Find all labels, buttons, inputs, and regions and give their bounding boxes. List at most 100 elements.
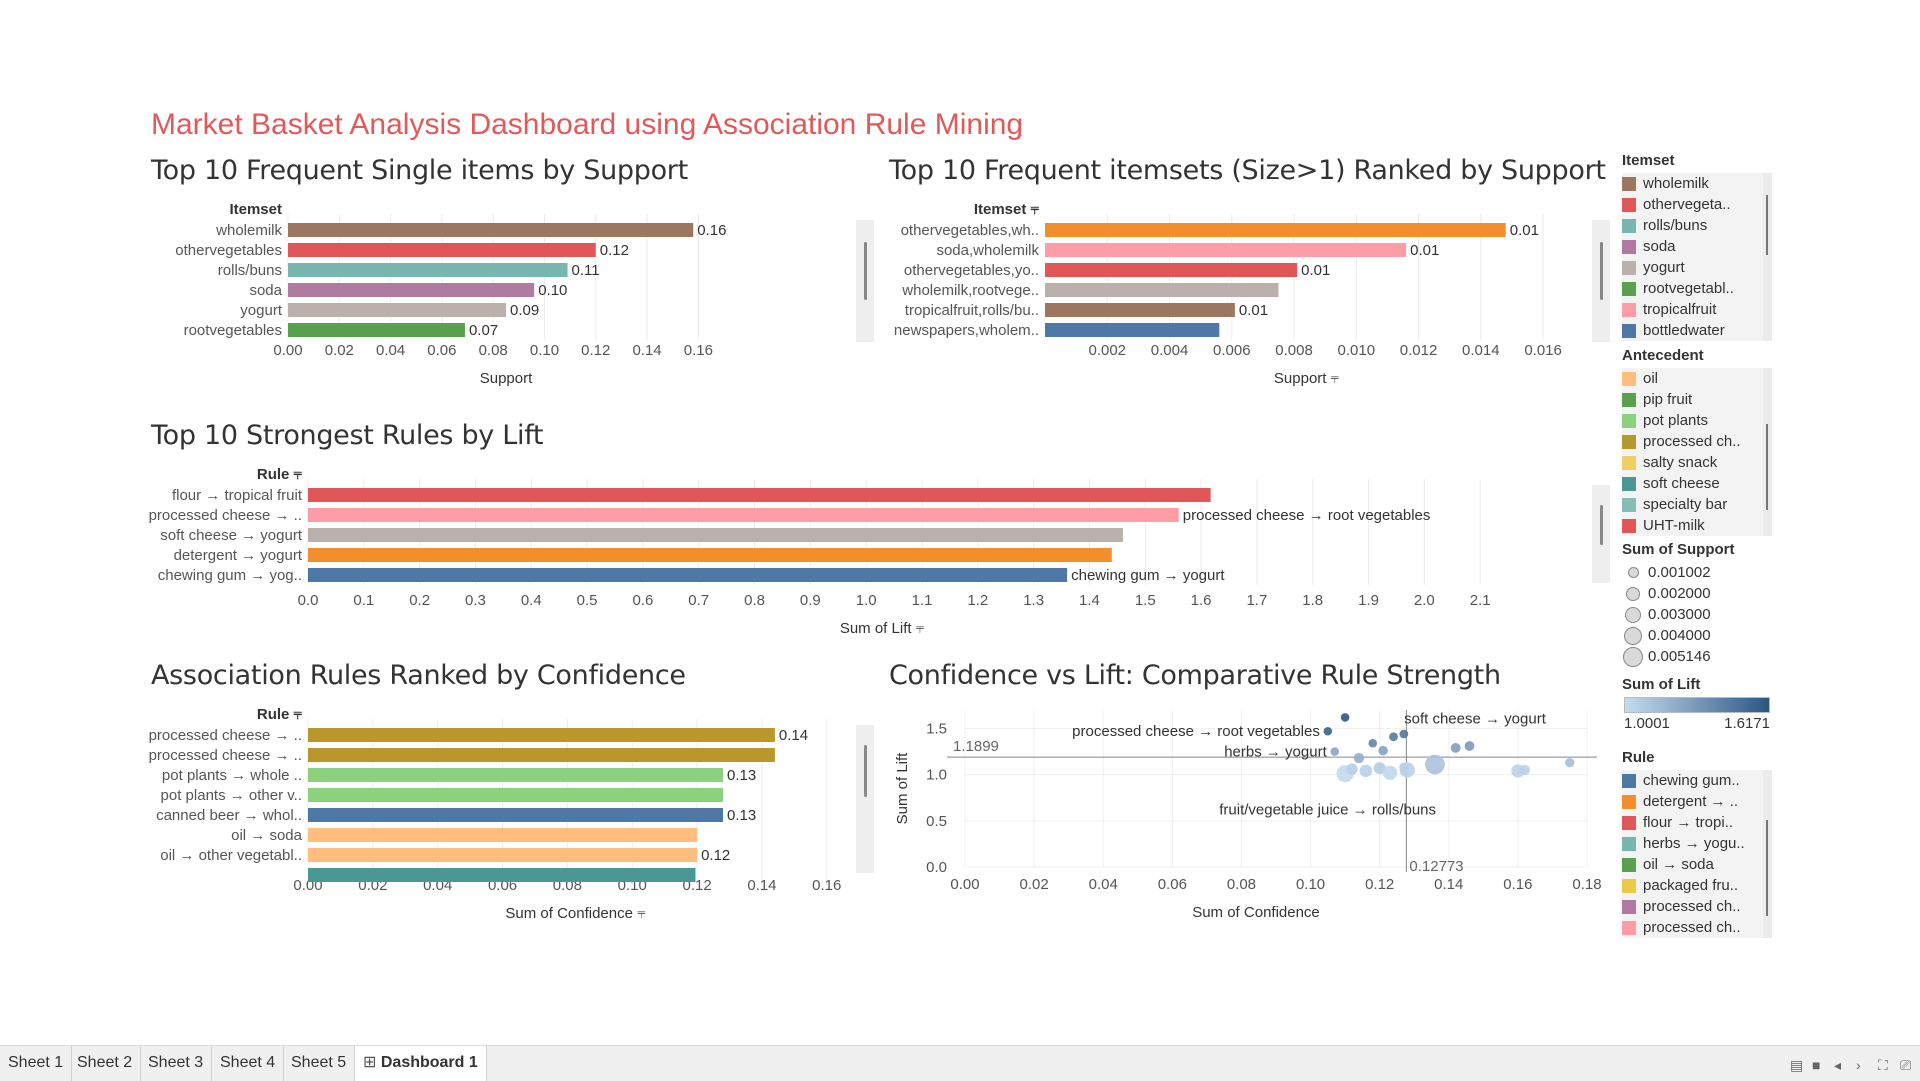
itemsets-support-chart[interactable]: 0.002 0.004 0.006 0.008 0.010 0.012 0.014 0.016… bbox=[880, 195, 1600, 405]
x-tick-label: 0.0 bbox=[298, 592, 319, 609]
fullscreen-icon[interactable]: ⛶ bbox=[1878, 1057, 1888, 1073]
data-label: 0.13 bbox=[727, 807, 756, 824]
legend-item: 0.001002 bbox=[1622, 562, 1772, 583]
confidence-chart-scrollbar[interactable] bbox=[856, 725, 874, 873]
x-tick-label: 1.9 bbox=[1358, 592, 1379, 609]
bar bbox=[308, 728, 775, 742]
x-tick-label: 0.014 bbox=[1462, 342, 1500, 359]
legend-item[interactable]: tropicalfruit bbox=[1622, 299, 1772, 320]
legend-label: flour → tropi.. bbox=[1643, 814, 1734, 831]
legend-item[interactable]: soda bbox=[1622, 236, 1772, 257]
legend-list[interactable]: chewing gum.. detergent → .. flour → tropi… bbox=[1622, 770, 1772, 938]
x-tick-label: 0.16 bbox=[1503, 876, 1532, 893]
dimension-header: Itemset bbox=[229, 201, 282, 218]
bar bbox=[288, 263, 568, 277]
legend-item[interactable]: processed ch.. bbox=[1622, 917, 1772, 938]
single-chart-scrollbar[interactable] bbox=[856, 220, 874, 342]
show-tabs-icon[interactable]: ■ bbox=[1812, 1057, 1821, 1073]
itemsets-chart-scrollbar[interactable] bbox=[1592, 220, 1610, 342]
legend-item[interactable]: rolls/buns bbox=[1622, 215, 1772, 236]
dashboard-title: Market Basket Analysis Dashboard using A… bbox=[151, 108, 1024, 141]
scroll-thumb[interactable] bbox=[1600, 242, 1603, 300]
lift-chart-scrollbar[interactable] bbox=[1592, 485, 1610, 583]
x-axis-title: Support bbox=[480, 370, 533, 387]
legend-label: soda bbox=[1643, 238, 1676, 255]
x-tick-label: 0.18 bbox=[1572, 876, 1601, 893]
legend-item[interactable]: oil bbox=[1622, 368, 1772, 389]
legend-item[interactable]: pip fruit bbox=[1622, 389, 1772, 410]
scroll-thumb[interactable] bbox=[864, 745, 867, 797]
x-axis-title: Sum of Lift ⫧ bbox=[840, 620, 924, 637]
x-tick-label: 0.00 bbox=[273, 342, 302, 359]
legend-label: bottledwater bbox=[1643, 322, 1725, 339]
legend-list[interactable]: oil pip fruit pot plants processed ch.. salt… bbox=[1622, 368, 1772, 536]
legend-item[interactable]: bottledwater bbox=[1622, 320, 1772, 341]
x-tick-label: 0.008 bbox=[1275, 342, 1313, 359]
legend-label: 0.002000 bbox=[1648, 585, 1711, 602]
category-label: tropicalfruit,rolls/bu.. bbox=[905, 302, 1039, 319]
legend-item[interactable]: rootvegetabl.. bbox=[1622, 278, 1772, 299]
tab-sheet-3[interactable]: Sheet 3 bbox=[140, 1046, 213, 1081]
scatter-point bbox=[1378, 745, 1388, 756]
legend-item[interactable]: othervegeta.. bbox=[1622, 194, 1772, 215]
x-tick-label: 0.08 bbox=[1227, 876, 1256, 893]
tab-dashboard-1[interactable]: ⊞ Dashboard 1 bbox=[355, 1046, 487, 1081]
x-tick-label: 0.10 bbox=[530, 342, 559, 359]
legend-item[interactable]: UHT-milk bbox=[1622, 515, 1772, 536]
x-tick-label: 0.9 bbox=[800, 592, 821, 609]
bar bbox=[308, 868, 696, 882]
data-label: processed cheese → root vegetables bbox=[1183, 507, 1431, 524]
x-tick-label: 1.4 bbox=[1079, 592, 1100, 609]
bar bbox=[308, 828, 698, 842]
category-label: flour → tropical fruit bbox=[172, 487, 303, 504]
x-tick-label: 0.10 bbox=[1296, 876, 1325, 893]
next-sheet-icon[interactable]: › bbox=[1856, 1057, 1861, 1073]
legend-item[interactable]: oil → soda bbox=[1622, 854, 1772, 875]
tab-sheet-4[interactable]: Sheet 4 bbox=[212, 1046, 285, 1081]
legend-item[interactable]: processed ch.. bbox=[1622, 431, 1772, 452]
legend-swatch bbox=[1622, 794, 1636, 809]
prev-sheet-icon[interactable]: ◂ bbox=[1834, 1057, 1842, 1073]
scroll-thumb[interactable] bbox=[864, 242, 867, 300]
size-circle bbox=[1625, 606, 1641, 623]
tab-sheet-2[interactable]: Sheet 2 bbox=[69, 1046, 142, 1081]
legend-item[interactable]: wholemilk bbox=[1622, 173, 1772, 194]
x-tick-label: 1.1 bbox=[912, 592, 933, 609]
legend-item[interactable]: soft cheese bbox=[1622, 473, 1772, 494]
reference-label-confidence: 0.12773 bbox=[1409, 858, 1463, 875]
rules-by-confidence-chart[interactable]: 0.00 0.02 0.04 0.06 0.08 0.10 0.12 0.14 0.16Rule… bbox=[140, 700, 880, 930]
category-label: soft cheese → yogurt bbox=[160, 527, 303, 544]
film-strip-icon[interactable]: ▤ bbox=[1790, 1057, 1804, 1073]
legend-item[interactable]: flour → tropi.. bbox=[1622, 812, 1772, 833]
legend-list[interactable]: wholemilk othervegeta.. rolls/buns soda yogu… bbox=[1622, 173, 1772, 341]
legend-item[interactable]: detergent → .. bbox=[1622, 791, 1772, 812]
rules-by-lift-chart[interactable]: 0.0 0.1 0.2 0.3 0.4 0.5 0.6 0.7 0.8 0.9 1.0 1.1 1.2 1… bbox=[140, 460, 1610, 650]
legend-label: 0.003000 bbox=[1648, 606, 1711, 623]
scroll-thumb[interactable] bbox=[1600, 505, 1603, 545]
legend-item[interactable]: chewing gum.. bbox=[1622, 770, 1772, 791]
bar bbox=[1045, 323, 1220, 337]
x-tick-label: 0.00 bbox=[950, 876, 979, 893]
bar bbox=[288, 223, 694, 237]
dimension-header: Itemset ⫧ bbox=[974, 201, 1040, 218]
presentation-icon[interactable]: ⎚ bbox=[1900, 1057, 1912, 1073]
legend-swatch bbox=[1622, 302, 1636, 317]
legend-item[interactable]: specialty bar bbox=[1622, 494, 1772, 515]
legend-title: Itemset bbox=[1622, 152, 1675, 169]
tab-sheet-1[interactable]: Sheet 1 bbox=[0, 1046, 73, 1081]
legend-item[interactable]: herbs → yogu.. bbox=[1622, 833, 1772, 854]
legend-item[interactable]: salty snack bbox=[1622, 452, 1772, 473]
scatter-point bbox=[1359, 764, 1373, 778]
single-items-support-chart[interactable]: 0.00 0.02 0.04 0.06 0.08 0.10 0.12 0.14 0.16 Item… bbox=[140, 195, 880, 405]
scatter-point bbox=[1399, 729, 1409, 739]
tab-sheet-5[interactable]: Sheet 5 bbox=[283, 1046, 356, 1081]
legend-item[interactable]: processed ch.. bbox=[1622, 896, 1772, 917]
x-tick-label: 0.04 bbox=[1089, 876, 1118, 893]
legend-itemset: Itemset wholemilk othervegeta.. rolls/buns… bbox=[1622, 152, 1772, 341]
legend-item[interactable]: yogurt bbox=[1622, 257, 1772, 278]
x-tick-label: 0.4 bbox=[521, 592, 542, 609]
legend-item[interactable]: packaged fru.. bbox=[1622, 875, 1772, 896]
bar bbox=[1045, 243, 1407, 257]
legend-item[interactable]: pot plants bbox=[1622, 410, 1772, 431]
confidence-vs-lift-scatter[interactable]: 0.00 0.02 0.04 0.06 0.08 0.10 0.12 0.14 0.16 0.18… bbox=[880, 700, 1610, 930]
